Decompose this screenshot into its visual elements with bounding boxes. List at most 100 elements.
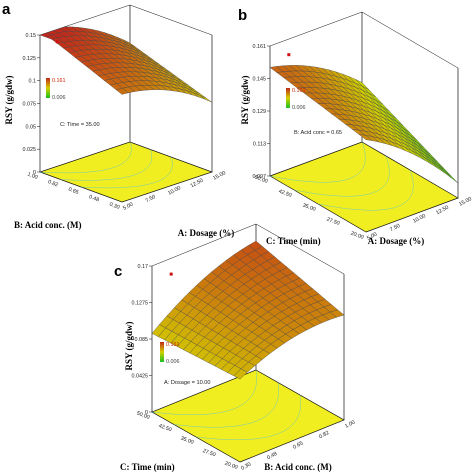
response-surface bbox=[269, 65, 459, 184]
y-tick-label: 0.48 bbox=[88, 194, 100, 203]
x-tick-label: 10.00 bbox=[412, 213, 427, 225]
box-edge bbox=[151, 223, 257, 267]
x-tick-label: 0.30 bbox=[240, 462, 252, 472]
box-edge bbox=[255, 223, 345, 275]
z-tick-label: 0.17 bbox=[138, 264, 149, 270]
legend-low-value: 0.006 bbox=[292, 105, 306, 111]
floor-contour bbox=[173, 382, 279, 428]
held-constant-label: C: Time = 35.00 bbox=[60, 122, 100, 128]
y-axis-title: C: Time (min) bbox=[120, 462, 175, 472]
panel-letter: b bbox=[238, 7, 247, 24]
x-axis-title: B: Acid conc. (M) bbox=[264, 462, 332, 472]
legend-bar bbox=[286, 88, 290, 108]
design-point-marker bbox=[169, 272, 173, 276]
y-axis-title: C: Time (min) bbox=[266, 236, 321, 246]
held-constant-label: A: Dosage = 10.00 bbox=[164, 380, 211, 386]
y-tick-label: 42.50 bbox=[278, 189, 293, 199]
z-tick-label: 0.145 bbox=[253, 77, 267, 83]
floor-contour bbox=[80, 156, 173, 189]
z-tick-label: 0.0425 bbox=[132, 374, 149, 380]
legend-high-value: 0.161 bbox=[292, 88, 306, 94]
panel-letter: a bbox=[2, 1, 11, 18]
x-tick-label: 0.82 bbox=[318, 430, 330, 440]
design-point-marker bbox=[287, 53, 291, 57]
y-tick-label: 0.30 bbox=[108, 202, 120, 211]
x-tick-label: 15.00 bbox=[458, 196, 473, 208]
box-edge bbox=[361, 11, 459, 69]
x-tick-label: 12.50 bbox=[435, 205, 450, 217]
z-tick-label: 0.097 bbox=[253, 174, 267, 180]
response-surface bbox=[151, 240, 345, 380]
x-axis-title: A: Dosage (%) bbox=[368, 236, 425, 246]
x-tick-label: 5.00 bbox=[122, 202, 134, 212]
design-point-marker bbox=[55, 40, 59, 44]
held-constant-label: B: Acid conc = 0.65 bbox=[294, 130, 342, 136]
z-tick-label: 0.075 bbox=[23, 102, 37, 108]
response-surface bbox=[39, 26, 213, 103]
z-axis-title: RSY (g/gdw) bbox=[240, 76, 250, 125]
surface-cell bbox=[437, 166, 452, 179]
y-tick-label: 1.00 bbox=[26, 172, 38, 181]
box-edge bbox=[129, 4, 213, 36]
z-axis-title: RSY (g/gdw) bbox=[4, 76, 14, 125]
x-axis-title: A: Dosage (%) bbox=[178, 228, 235, 238]
surface-cell bbox=[199, 95, 213, 103]
z-tick-label: 0.1275 bbox=[132, 301, 149, 307]
floor-contour bbox=[293, 155, 390, 197]
surface-cell bbox=[437, 163, 452, 177]
y-tick-label: 27.50 bbox=[202, 448, 217, 458]
legend-low-value: 0.006 bbox=[52, 95, 66, 101]
panel-letter: c bbox=[114, 263, 122, 280]
floor-contour bbox=[151, 369, 257, 416]
legend-high-value: 0.161 bbox=[52, 78, 66, 84]
surface-cell bbox=[444, 170, 459, 184]
surface-cell bbox=[329, 309, 345, 318]
surface-plot-c: 0 0.0425 0.085 0.1275 0.17 0.30 0.48 0.65 0.82 1.… bbox=[114, 223, 356, 472]
x-tick-label: 7.50 bbox=[389, 223, 401, 233]
y-tick-label: 42.50 bbox=[158, 423, 173, 433]
x-tick-label: 15.00 bbox=[212, 170, 227, 182]
y-tick-label: 27.50 bbox=[326, 217, 341, 227]
x-tick-label: 0.65 bbox=[292, 441, 304, 451]
z-tick-label: 0.129 bbox=[253, 109, 267, 115]
x-tick-label: 5.00 bbox=[366, 232, 378, 242]
z-axis-title: RSY (g/gdw) bbox=[124, 322, 134, 371]
z-tick-label: 0.113 bbox=[253, 142, 266, 148]
z-tick-label: 0.05 bbox=[26, 124, 37, 130]
legend-bar bbox=[160, 342, 164, 362]
z-tick-label: 0 bbox=[145, 410, 148, 416]
z-tick-label: 0.15 bbox=[26, 33, 37, 39]
surface-plot-a: 0 0.025 0.05 0.075 0.1 0.125 0.15 5.00 7.50 10.00… bbox=[2, 1, 234, 238]
x-tick-label: 1.00 bbox=[344, 420, 356, 430]
y-axis-title: B: Acid conc. (M) bbox=[14, 220, 82, 230]
box-edge bbox=[269, 11, 363, 47]
z-tick-label: 0 bbox=[33, 170, 36, 176]
y-tick-label: 20.00 bbox=[224, 461, 239, 471]
y-tick-label: 50.00 bbox=[254, 175, 269, 185]
z-tick-label: 0.025 bbox=[23, 147, 37, 153]
floor-contour bbox=[195, 394, 301, 441]
y-tick-label: 50.00 bbox=[136, 411, 151, 421]
legend-high-value: 0.161 bbox=[166, 342, 180, 348]
z-tick-label: 0.161 bbox=[253, 44, 267, 50]
surface-plot-b: 0.097 0.113 0.129 0.145 0.161 5.00 7.50 10.00 12… bbox=[238, 7, 473, 246]
y-tick-label: 20.00 bbox=[350, 231, 365, 241]
floor-plane bbox=[38, 141, 214, 203]
color-legend: 0.161 0.006 bbox=[46, 78, 66, 101]
y-tick-label: 0.65 bbox=[67, 187, 79, 196]
color-legend: 0.161 0.006 bbox=[160, 342, 180, 365]
x-tick-label: 12.50 bbox=[190, 178, 205, 190]
color-legend: 0.161 0.006 bbox=[286, 88, 306, 111]
y-tick-label: 0.82 bbox=[47, 179, 59, 188]
x-tick-label: 10.00 bbox=[167, 185, 182, 197]
legend-bar bbox=[46, 78, 50, 98]
legend-low-value: 0.006 bbox=[166, 359, 180, 365]
z-tick-label: 0.125 bbox=[23, 56, 37, 62]
floor-contour bbox=[39, 141, 132, 174]
x-tick-label: 0.48 bbox=[266, 451, 278, 461]
z-tick-label: 0.085 bbox=[135, 337, 149, 343]
floor-contour bbox=[317, 169, 414, 211]
floor-contour bbox=[269, 141, 366, 183]
z-tick-label: 0.1 bbox=[29, 79, 37, 85]
